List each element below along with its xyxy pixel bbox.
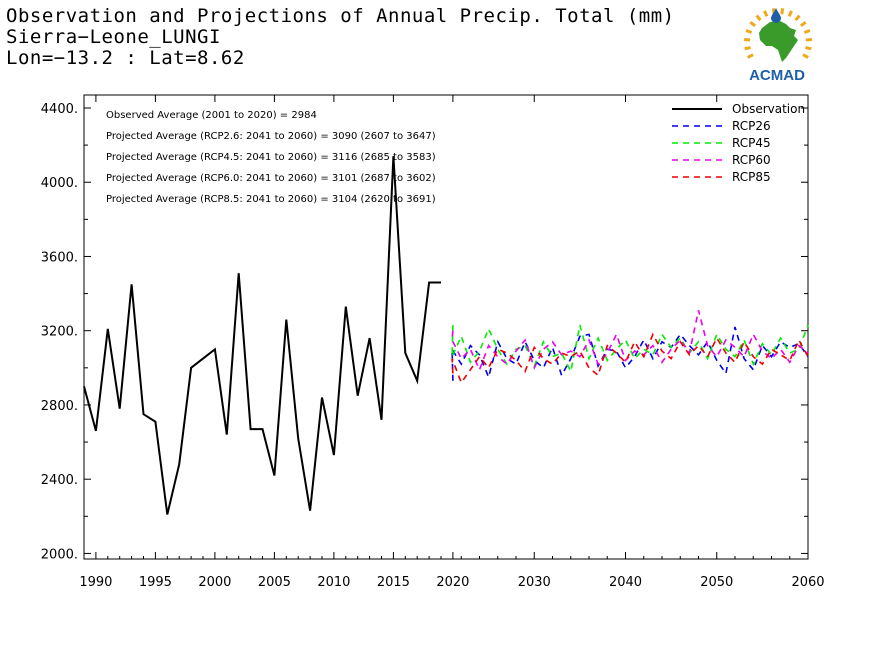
logo-ray: [799, 21, 807, 28]
annotations: Observed Average (2001 to 2020) = 2984 Pr…: [106, 110, 436, 205]
logo-drop: [771, 8, 781, 23]
x-tick-label: 1995: [139, 575, 172, 590]
plot-frame: [83, 94, 809, 560]
x-tick-label: 2030: [518, 575, 551, 590]
annotation-line: Projected Average (RCP8.5: 2041 to 2060)…: [106, 194, 436, 205]
x-tick-label: 2060: [791, 575, 824, 590]
chart-title: Observation and Projections of Annual Pr…: [6, 5, 675, 27]
y-tick-label: 2000.: [41, 547, 78, 562]
legend-label-rcp85: RCP85: [732, 170, 771, 184]
logo-africa-map: [759, 21, 798, 62]
logo-ray: [749, 21, 757, 28]
y-tick-label: 3200.: [41, 325, 78, 340]
legend-label-observation: Observation: [732, 102, 805, 116]
series-line-rcp85: [451, 332, 809, 385]
x-tick-label: 2010: [317, 575, 350, 590]
annotation-line: Projected Average (RCP4.5: 2041 to 2060)…: [106, 152, 436, 163]
x-tick-label: 2040: [609, 575, 642, 590]
y-axis: 2000. 2400. 2800. 3200. 3600. 4000. 4400.: [41, 102, 808, 562]
logo-ray: [802, 53, 809, 59]
annotation-line: Projected Average (RCP6.0: 2041 to 2060)…: [106, 173, 436, 184]
legend-label-rcp45: RCP45: [732, 136, 771, 150]
y-tick-label: 4400.: [41, 102, 78, 117]
title-block: Observation and Projections of Annual Pr…: [6, 6, 675, 69]
logo-ray: [745, 29, 753, 34]
logo-text: ACMAD: [749, 67, 805, 84]
logo-ray: [805, 46, 812, 51]
series-line-rcp26: [451, 326, 809, 381]
legend-label-rcp60: RCP60: [732, 153, 771, 167]
x-axis: 1990 1995 2000 2005 2010 2015 2020 2030 2040 2050…: [79, 95, 825, 590]
logo-rays: [743, 8, 813, 59]
series-line-observation: [83, 156, 441, 515]
y-tick-label: 2400.: [41, 473, 78, 488]
acmad-logo: ACMAD: [743, 8, 813, 84]
series-line-rcp60: [451, 310, 809, 372]
station-name: Sierra−Leone_LUNGI: [6, 26, 221, 48]
y-tick-label: 3600.: [41, 250, 78, 265]
series-layer: [83, 156, 809, 515]
logo-ray: [755, 14, 762, 22]
logo-ray: [794, 14, 801, 22]
x-tick-label: 2015: [377, 575, 410, 590]
logo-ray: [787, 10, 793, 17]
x-tick-label: 2005: [258, 575, 291, 590]
y-tick-label: 4000.: [41, 176, 78, 191]
y-tick-label: 2800.: [41, 399, 78, 414]
x-tick-label: 2000: [198, 575, 231, 590]
x-tick-label: 1990: [79, 575, 112, 590]
x-tick-label: 2050: [700, 575, 733, 590]
logo-ray: [780, 8, 785, 15]
annotation-line: Projected Average (RCP2.6: 2041 to 2060)…: [106, 131, 436, 142]
legend: Observation RCP26 RCP45 RCP60 RCP85: [672, 102, 805, 184]
annotation-line: Observed Average (2001 to 2020) = 2984: [106, 110, 317, 121]
logo-ray: [763, 10, 769, 17]
logo-ray: [747, 53, 754, 59]
logo-ray: [803, 29, 811, 34]
legend-label-rcp26: RCP26: [732, 119, 771, 133]
station-coords: Lon=−13.2 : Lat=8.62: [6, 47, 245, 69]
x-tick-label: 2020: [436, 575, 469, 590]
logo-ray: [744, 46, 751, 51]
